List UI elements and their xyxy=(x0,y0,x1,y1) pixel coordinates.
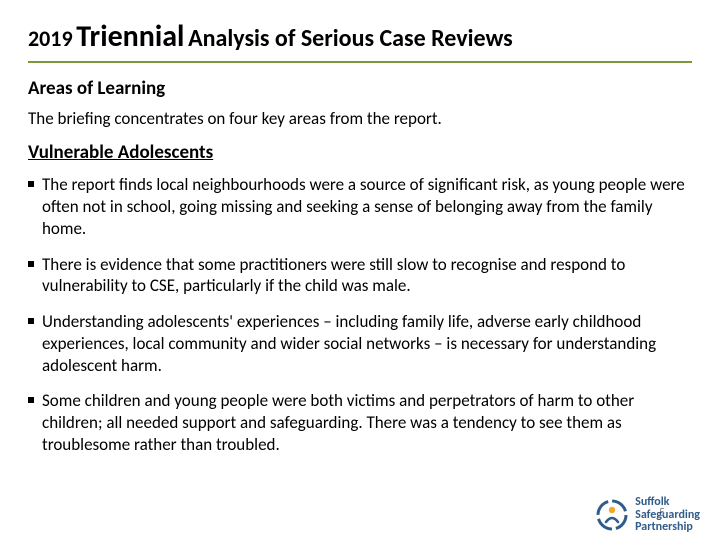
list-item: Some children and young people were both… xyxy=(28,390,692,455)
title-year: 2019 xyxy=(28,25,73,52)
page-number: 5 xyxy=(659,506,665,520)
section-heading-areas: Areas of Learning xyxy=(28,77,692,100)
bullet-list: The report finds local neighbourhoods we… xyxy=(28,174,692,455)
partnership-icon xyxy=(595,498,629,532)
list-item: Understanding adolescents' experiences –… xyxy=(28,311,692,376)
section-heading-vulnerable: Vulnerable Adolescents xyxy=(28,141,692,164)
intro-paragraph: The briefing concentrates on four key ar… xyxy=(28,108,692,129)
title-rest: Analysis of Serious Case Reviews xyxy=(188,24,513,53)
logo-text: Suffolk Safeguarding Partnership xyxy=(635,496,700,534)
logo-line1: Suffolk xyxy=(635,496,700,509)
footer-logo: Suffolk Safeguarding Partnership xyxy=(595,496,700,534)
list-item: The report finds local neighbourhoods we… xyxy=(28,174,692,239)
list-item: There is evidence that some practitioner… xyxy=(28,254,692,298)
page-title: 2019 Triennial Analysis of Serious Case … xyxy=(28,18,692,63)
title-big-word: Triennial xyxy=(76,18,184,55)
logo-line3: Partnership xyxy=(635,521,700,534)
